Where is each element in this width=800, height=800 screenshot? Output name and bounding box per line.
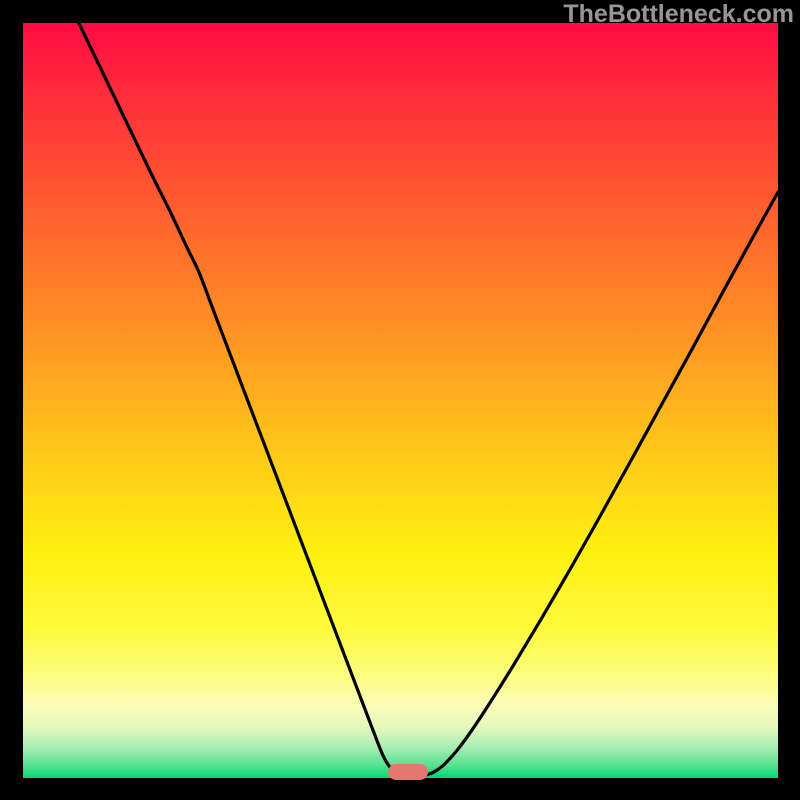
bottleneck-chart: TheBottleneck.com	[0, 0, 800, 800]
plot-area	[23, 23, 778, 778]
watermark-text: TheBottleneck.com	[563, 0, 794, 29]
curve-layer	[23, 23, 778, 778]
bottleneck-curve	[79, 23, 778, 776]
optimal-marker	[388, 764, 428, 780]
